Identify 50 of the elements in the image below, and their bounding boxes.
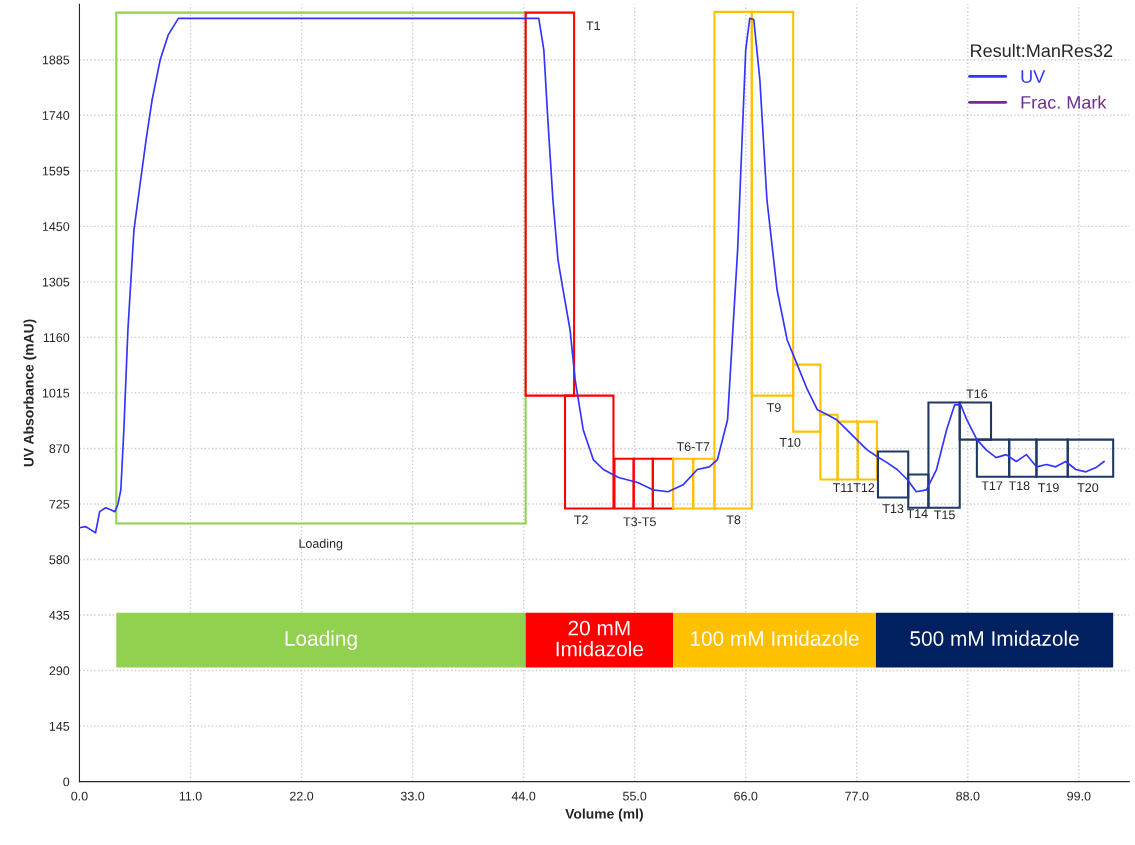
annotation: T2 — [574, 515, 588, 525]
annotation: T8 — [726, 515, 741, 525]
x-tick-label: 55.0 — [623, 791, 647, 801]
y-tick-label: 1740 — [42, 111, 70, 120]
x-tick-label: 22.0 — [290, 791, 314, 801]
annotation: T10 — [779, 437, 801, 447]
legend-label: UV — [1021, 70, 1046, 83]
x-tick-label: 99.0 — [1067, 791, 1091, 801]
y-tick-label: 1885 — [42, 55, 70, 65]
annotation: Loading — [299, 538, 343, 551]
band-label: 500 mM Imidazole — [910, 630, 1079, 646]
y-tick-label: 1450 — [42, 222, 70, 231]
annotation: T14 — [906, 509, 928, 518]
annotation: T17 — [981, 481, 1003, 490]
y-tick-label: 435 — [49, 610, 70, 620]
annotation: T18 — [1008, 481, 1030, 491]
x-tick-label: 0.0 — [71, 791, 88, 801]
y-axis-title: UV Absorbance (mAU) — [23, 319, 37, 467]
annotation: T11T12 — [832, 483, 875, 492]
annotation: T3-T5 — [623, 517, 656, 527]
y-tick-label: 290 — [49, 666, 70, 676]
y-tick-label: 725 — [49, 499, 70, 509]
y-tick-label: 580 — [49, 555, 70, 565]
x-tick-label: 44.0 — [511, 791, 536, 801]
legend-title: Result:ManRes32 — [971, 43, 1113, 58]
y-tick-label: 0 — [63, 777, 70, 787]
band-label: Loading — [285, 630, 357, 651]
annotation: T20 — [1077, 483, 1099, 493]
annotation: T9 — [766, 403, 781, 412]
x-tick-label: 88.0 — [956, 791, 980, 801]
y-tick-label: 1015 — [42, 388, 70, 398]
y-tick-label: 1595 — [42, 166, 70, 176]
annotation: T6-T7 — [676, 442, 710, 452]
y-tick-label: 145 — [49, 722, 70, 731]
y-tick-label: 1160 — [43, 333, 70, 343]
x-axis-title: Volume (ml) — [565, 808, 643, 822]
band-label: 20 mM Imidazole — [556, 620, 643, 657]
x-tick-label: 33.0 — [400, 791, 425, 801]
x-tick-label: 66.0 — [734, 791, 758, 801]
band-label: 100 mM Imidazole — [690, 630, 859, 646]
x-tick-label: 11.0 — [179, 791, 202, 801]
legend-label: Frac. Mark — [1021, 95, 1107, 109]
annotation: T1 — [586, 21, 600, 31]
annotation: T15 — [934, 510, 955, 520]
annotation: T16 — [966, 389, 988, 399]
y-tick-label: 1305 — [42, 277, 70, 287]
x-tick-label: 77.0 — [845, 791, 869, 801]
annotation: T19 — [1038, 483, 1059, 493]
annotation: T13 — [882, 504, 904, 514]
y-tick-label: 870 — [49, 444, 70, 454]
